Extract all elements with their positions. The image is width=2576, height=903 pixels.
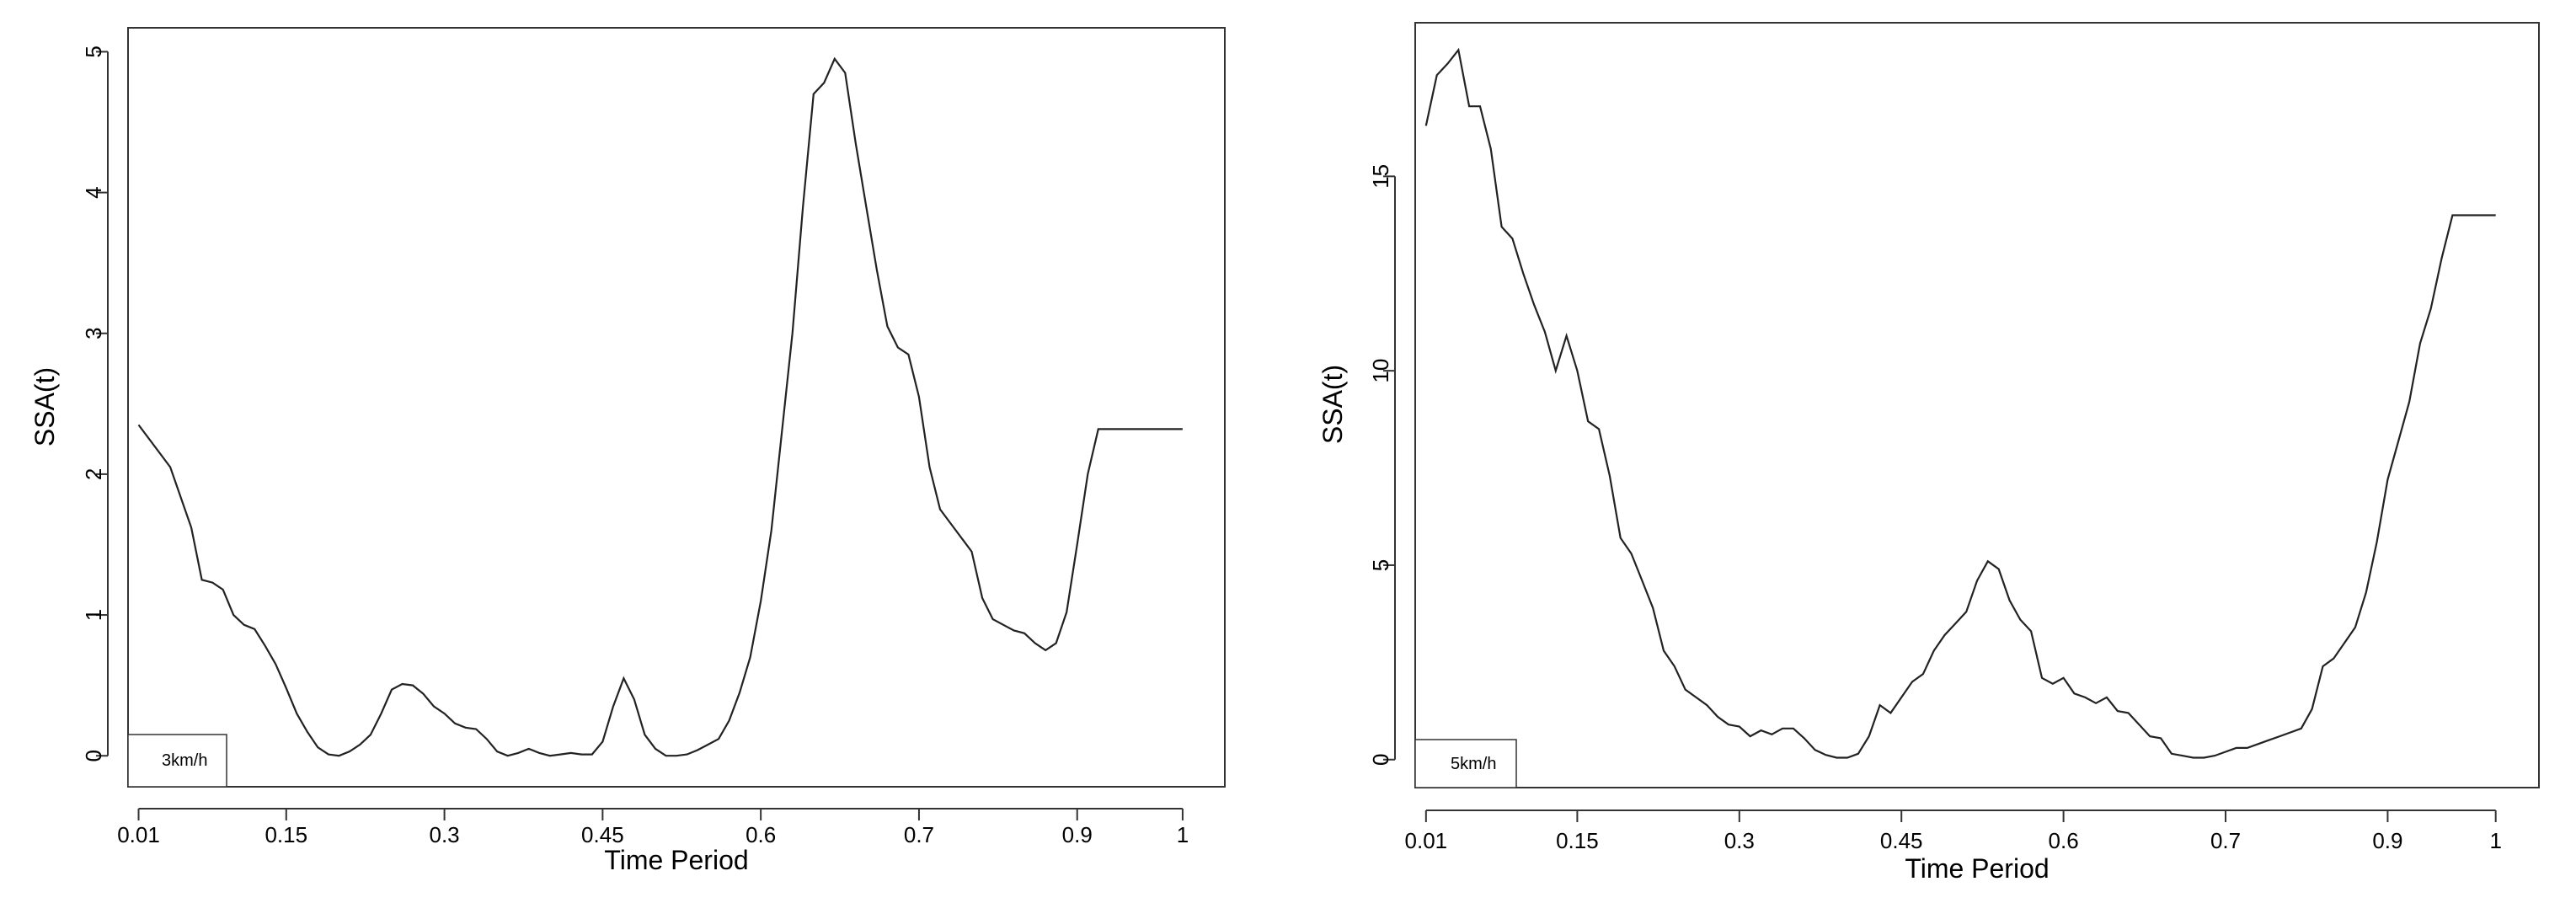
x-tick-label: 0.3	[429, 822, 459, 847]
x-tick-label: 0.01	[117, 822, 160, 847]
y-axis: 0 1 2 3 4 5	[81, 45, 109, 761]
x-tick-label: 0.45	[581, 822, 624, 847]
plot-frame	[1414, 22, 2540, 788]
x-axis: 0.01 0.15 0.3 0.45 0.6 0.7 0.9 1	[1405, 809, 2502, 853]
series-line	[1424, 47, 2496, 759]
legend-label: 3km/h	[162, 751, 207, 770]
x-tick-label: 0.7	[904, 822, 934, 847]
x-tick-label: 0.15	[1556, 828, 1599, 853]
y-tick-label: 2	[81, 468, 106, 480]
y-tick-label: 0	[81, 750, 106, 761]
y-axis-label: SSA(t)	[1317, 365, 1348, 444]
legend-box	[1414, 739, 1517, 788]
series-line	[137, 56, 1183, 757]
x-tick-label: 0.45	[1880, 828, 1923, 853]
legend: 5km/h	[1414, 739, 1517, 788]
y-tick-label: 5	[1368, 559, 1393, 571]
y-tick-label: 4	[81, 186, 106, 198]
x-tick-label: 0.9	[2372, 828, 2402, 853]
legend-label: 5km/h	[1451, 755, 1496, 773]
legend-box	[127, 734, 227, 788]
y-axis-label: SSA(t)	[29, 367, 60, 446]
y-tick-label: 3	[81, 328, 106, 339]
y-tick-label: 5	[81, 45, 106, 57]
x-tick-label: 1	[1177, 822, 1189, 847]
x-axis-label: Time Period	[1905, 853, 2049, 884]
chart-left: 0.01 0.15 0.3 0.45 0.6 0.7 0.9 1 0 1 2 3 4 5 3km/h T…	[29, 27, 1226, 875]
x-tick-label: 0.6	[2049, 828, 2079, 853]
legend: 3km/h	[127, 734, 227, 788]
y-tick-label: 15	[1368, 164, 1393, 189]
y-tick-label: 10	[1368, 359, 1393, 383]
x-tick-label: 0.6	[746, 822, 776, 847]
y-axis: 0 5 10 15	[1368, 164, 1396, 766]
x-tick-label: 0.3	[1724, 828, 1755, 853]
x-tick-label: 0.01	[1405, 828, 1448, 853]
chart-right: 0.01 0.15 0.3 0.45 0.6 0.7 0.9 1 0 5 10 15 5km/h T…	[1317, 22, 2540, 884]
x-tick-label: 1	[2489, 828, 2501, 853]
x-axis: 0.01 0.15 0.3 0.45 0.6 0.7 0.9 1	[117, 808, 1189, 847]
y-tick-label: 1	[81, 609, 106, 621]
plot-frame	[127, 27, 1226, 788]
y-tick-label: 0	[1368, 754, 1393, 766]
x-tick-label: 0.7	[2210, 828, 2241, 853]
x-axis-label: Time Period	[604, 845, 748, 875]
x-tick-label: 0.15	[265, 822, 307, 847]
x-tick-label: 0.9	[1062, 822, 1093, 847]
